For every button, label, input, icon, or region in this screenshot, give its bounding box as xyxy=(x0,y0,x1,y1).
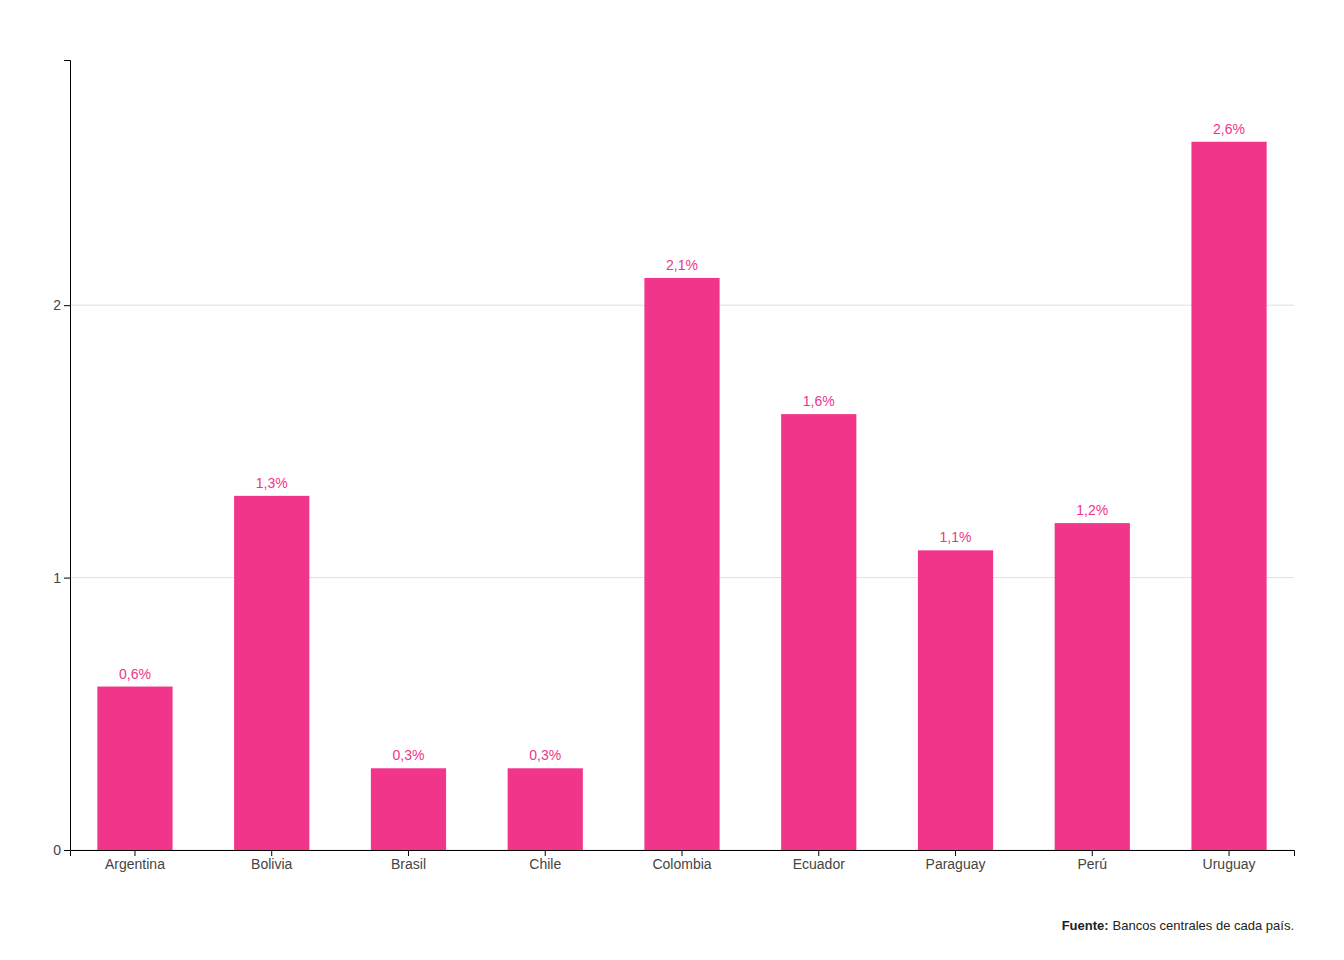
bar xyxy=(1191,142,1266,850)
plot: 0 1 2 Argentina Bolivia Brasil Chile Colombia Ec… xyxy=(53,61,1294,872)
data-label: 0,3% xyxy=(529,747,561,763)
y-tick-label: 2 xyxy=(53,297,61,313)
x-tick-label: Uruguay xyxy=(1203,856,1256,872)
data-label: 0,3% xyxy=(393,747,425,763)
bar xyxy=(508,768,583,850)
bar xyxy=(234,496,309,850)
source: Fuente: Bancos centrales de cada país. xyxy=(1062,918,1294,933)
x-tick: Brasil xyxy=(391,850,426,872)
x-axis: Argentina Bolivia Brasil Chile Colombia Ecuad… xyxy=(71,850,1295,872)
bar xyxy=(918,550,993,850)
y-tick-mark xyxy=(64,578,70,579)
x-tick: Argentina xyxy=(105,850,165,872)
x-tick: Bolivia xyxy=(251,850,292,872)
y-tick: 0 xyxy=(53,842,70,858)
x-tick-label: Paraguay xyxy=(926,856,986,872)
y-tick-label: 0 xyxy=(53,842,61,858)
y-tick-label: 1 xyxy=(53,570,61,586)
data-labels: 0,6% 1,3% 0,3% 0,3% 2,1% 1,6% 1,1% 1,2% 2,6% xyxy=(119,121,1245,764)
source-label: Fuente: xyxy=(1062,918,1109,933)
y-tick-mark xyxy=(64,850,70,851)
x-tick-label: Brasil xyxy=(391,856,426,872)
x-tick: Perú xyxy=(1077,850,1107,872)
chart: 0 1 2 Argentina Bolivia Brasil Chile Colombia Ec… xyxy=(0,0,1344,960)
data-label: 1,6% xyxy=(803,393,835,409)
y-tick: 2 xyxy=(53,297,70,313)
x-tick-label: Chile xyxy=(529,856,561,872)
x-tick: Paraguay xyxy=(926,850,986,872)
x-tick-label: Colombia xyxy=(652,856,711,872)
bar xyxy=(1055,523,1130,850)
data-label: 1,3% xyxy=(256,475,288,491)
y-axis: 0 1 2 xyxy=(53,61,70,858)
bar xyxy=(97,687,172,850)
y-tick: 1 xyxy=(53,570,70,586)
bar xyxy=(371,768,446,850)
data-label: 0,6% xyxy=(119,666,151,682)
data-label: 2,1% xyxy=(666,257,698,273)
source-text: Bancos centrales de cada país. xyxy=(1113,918,1294,933)
bars xyxy=(97,142,1266,850)
x-tick: Uruguay xyxy=(1203,850,1256,872)
x-tick: Ecuador xyxy=(793,850,845,872)
x-tick: Chile xyxy=(529,850,561,872)
bar xyxy=(781,414,856,850)
data-label: 2,6% xyxy=(1213,121,1245,137)
bar xyxy=(644,278,719,850)
y-axis-line xyxy=(64,61,71,851)
x-tick-label: Perú xyxy=(1077,856,1107,872)
y-tick-mark xyxy=(64,305,70,306)
data-label: 1,2% xyxy=(1076,502,1108,518)
x-tick-label: Ecuador xyxy=(793,856,845,872)
x-tick-label: Argentina xyxy=(105,856,165,872)
data-label: 1,1% xyxy=(940,529,972,545)
x-tick-label: Bolivia xyxy=(251,856,292,872)
x-tick: Colombia xyxy=(652,850,711,872)
